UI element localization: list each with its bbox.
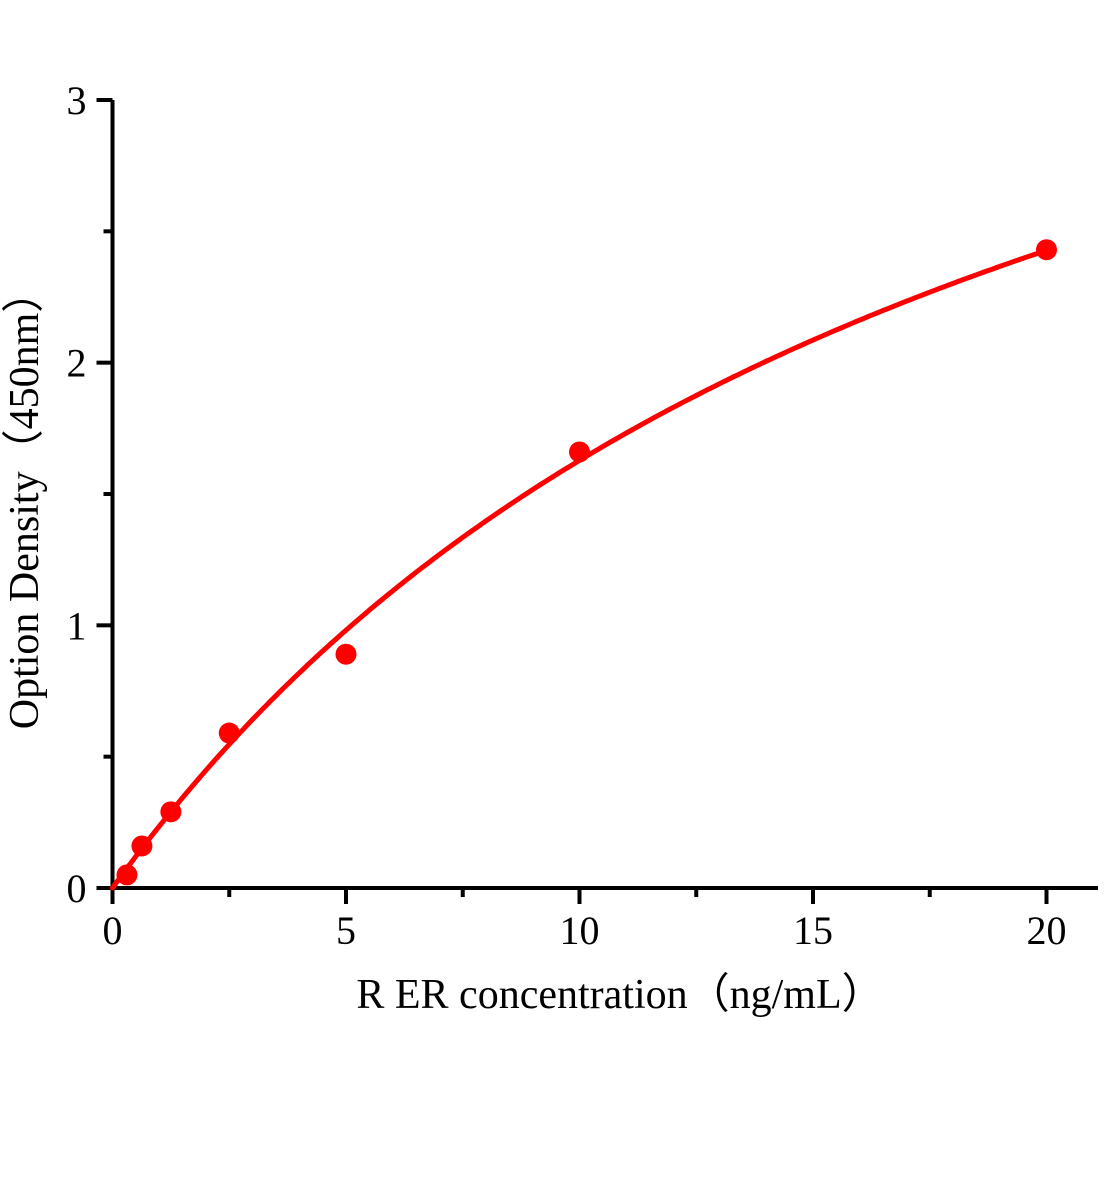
y-tick-label: 3 <box>67 78 87 123</box>
y-axis-label: Option Density（450nm） <box>2 271 48 730</box>
data-point <box>218 722 240 744</box>
x-tick-label: 10 <box>560 908 600 953</box>
x-tick-label: 0 <box>103 908 123 953</box>
y-tick-label: 0 <box>67 866 87 911</box>
data-point <box>116 864 138 886</box>
plot-layer <box>110 239 1057 891</box>
x-tick-label: 20 <box>1027 908 1067 953</box>
fit-curve <box>110 247 1049 891</box>
y-tick-label: 1 <box>67 603 87 648</box>
x-tick-label: 15 <box>793 908 833 953</box>
data-point <box>335 643 357 665</box>
data-point <box>1036 239 1057 261</box>
data-point <box>569 441 590 463</box>
x-axis-label: R ER concentration（ng/mL） <box>356 972 883 1018</box>
x-tick-label: 5 <box>336 908 356 953</box>
y-tick-label: 2 <box>67 341 87 386</box>
data-point <box>131 835 153 857</box>
axes-layer: 0 5 10 15 20 0 1 2 3 <box>67 78 1098 953</box>
data-point <box>160 801 182 823</box>
